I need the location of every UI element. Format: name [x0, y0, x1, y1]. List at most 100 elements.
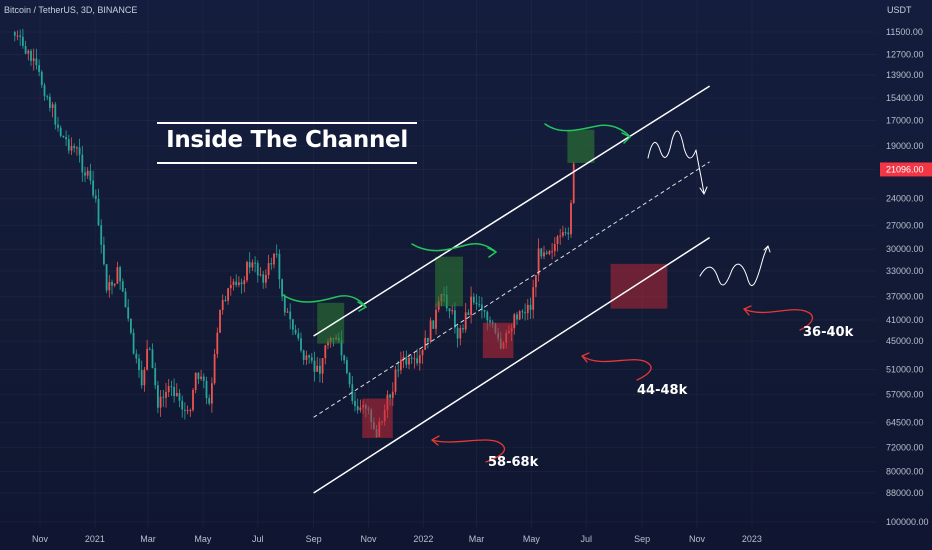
y-tick-label: 45000.00	[886, 336, 924, 346]
candle-body	[292, 319, 294, 330]
candle-body	[175, 393, 178, 396]
candle-body	[316, 365, 319, 372]
y-tick-label: 72000.00	[886, 443, 924, 453]
candle-body	[424, 337, 427, 350]
zone-red-nov	[362, 398, 393, 438]
candle-body	[346, 360, 348, 373]
candle-body	[570, 202, 572, 235]
y-tick-label: 12700.00	[886, 49, 924, 59]
candle-body	[192, 390, 194, 411]
candle-body	[467, 312, 470, 316]
candle-body	[213, 354, 216, 384]
candle-body	[394, 369, 397, 392]
candle-body	[526, 304, 529, 314]
candle-body	[297, 333, 300, 339]
candle-body	[111, 282, 113, 286]
y-tick-label: 41000.00	[886, 315, 924, 325]
candle-body	[97, 198, 100, 226]
candle-body	[108, 282, 111, 291]
candle-body	[154, 368, 157, 386]
candle-body	[354, 400, 356, 407]
candle-body	[119, 267, 121, 282]
candle-body	[232, 281, 235, 285]
candle-body	[413, 358, 416, 360]
candle-body	[151, 349, 154, 369]
candle-body	[62, 135, 65, 138]
candle-body	[124, 291, 127, 308]
candle-body	[211, 383, 213, 404]
x-tick-label: Nov	[32, 534, 49, 544]
candle-body	[529, 304, 532, 310]
candle-body	[32, 58, 35, 61]
x-tick-label: Sep	[306, 534, 322, 544]
candle-body	[308, 355, 310, 358]
candle-body	[486, 311, 489, 321]
candle-body	[51, 104, 54, 108]
candle-body	[135, 353, 138, 359]
candle-body	[421, 349, 424, 356]
candle-body	[470, 296, 472, 316]
zone-boxes	[317, 129, 668, 438]
candle-body	[459, 328, 462, 339]
candle-body	[521, 311, 524, 313]
x-tick-label: Mar	[469, 534, 485, 544]
y-tick-label: 80000.00	[886, 466, 924, 476]
candle-body	[227, 288, 229, 301]
x-tick-label: 2022	[413, 534, 433, 544]
candle-body	[219, 310, 221, 333]
candle-body	[259, 274, 262, 276]
candle-body	[518, 311, 521, 320]
arrow-green-jun	[544, 123, 631, 138]
candle-body	[200, 376, 202, 379]
candle-body	[24, 45, 27, 54]
candle-body	[121, 281, 124, 292]
candle-body	[283, 296, 286, 313]
arrow-green-jan-head	[487, 247, 497, 258]
candle-body	[535, 275, 537, 288]
candle-body	[40, 71, 43, 86]
candle-body	[202, 376, 205, 381]
candle-body	[229, 284, 232, 289]
candle-body	[516, 314, 518, 320]
candle-body	[402, 356, 405, 360]
candle-body	[278, 253, 281, 280]
candle-body	[286, 311, 289, 313]
candle-body	[391, 391, 394, 398]
candle-body	[359, 407, 362, 411]
candle-body	[483, 310, 486, 312]
candle-body	[216, 332, 219, 355]
candle-body	[567, 232, 570, 235]
candle-body	[400, 359, 402, 371]
candle-body	[343, 355, 346, 361]
candle-body	[265, 274, 267, 283]
candle-body	[537, 248, 540, 276]
x-tick-label: Nov	[689, 534, 706, 544]
candle-body	[221, 299, 224, 311]
candle-body	[143, 369, 146, 386]
candle-body	[427, 337, 429, 342]
candle-body	[240, 282, 243, 285]
candle-body	[165, 391, 167, 398]
candle-body	[462, 328, 464, 330]
candle-body	[140, 370, 143, 386]
candle-body	[300, 338, 302, 351]
candle-body	[405, 356, 408, 365]
candle-body	[78, 147, 81, 155]
candle-body	[454, 310, 456, 328]
candle-body	[184, 409, 186, 411]
candle-body	[275, 253, 278, 255]
candle-body	[43, 85, 46, 97]
candle-body	[564, 232, 567, 234]
y-tick-label: 19000.00	[886, 141, 924, 151]
candle-body	[173, 386, 175, 396]
y-tick-label: 24000.00	[886, 194, 924, 204]
candle-body	[84, 172, 86, 176]
y-tick-label: 30000.00	[886, 244, 924, 254]
arrow-red-36-40k-head	[743, 305, 752, 316]
y-tick-label: 100000.00	[886, 517, 929, 527]
candle-body	[100, 225, 103, 245]
arrow-red-58-68k-head	[431, 435, 440, 446]
candle-body	[138, 358, 140, 371]
candle-body	[572, 163, 575, 203]
candle-body	[448, 308, 451, 312]
